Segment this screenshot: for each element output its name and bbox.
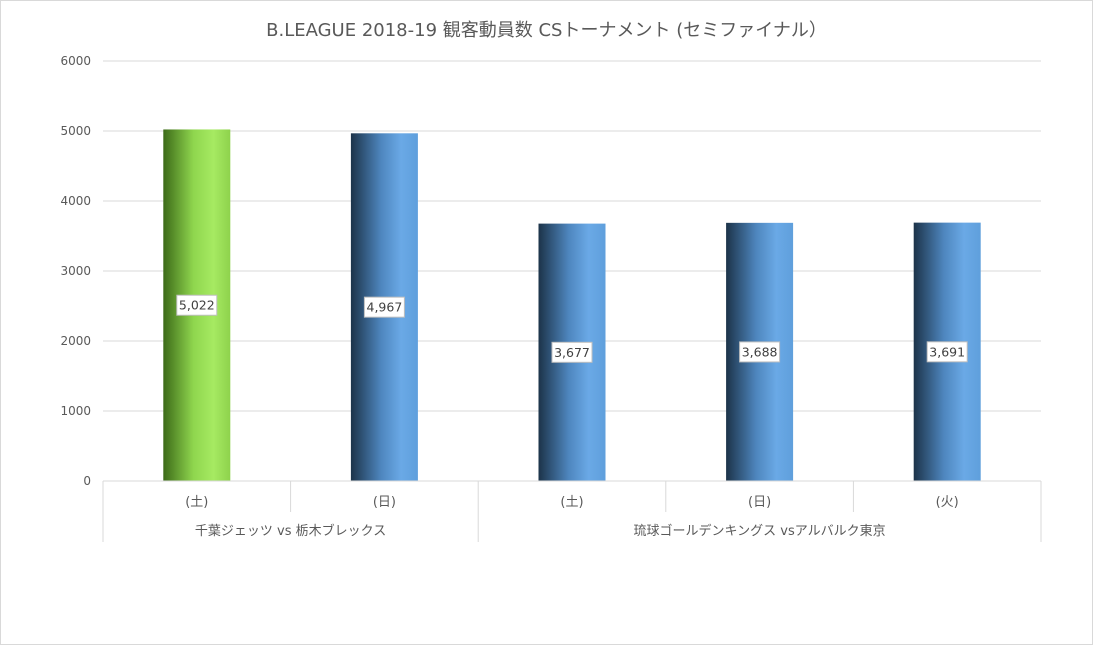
- y-tick-label: 2000: [60, 334, 91, 348]
- x-category-label: (日): [748, 495, 771, 510]
- data-label: 3,677: [554, 345, 590, 360]
- data-label: 3,691: [929, 344, 965, 359]
- data-label-box: [363, 296, 405, 318]
- chart-title: B.LEAGUE 2018-19 観客動員数 CSトーナメント (セミファイナル…: [266, 20, 827, 41]
- y-tick-label: 5000: [60, 124, 91, 138]
- data-label-box: [739, 341, 781, 363]
- data-label-box: [926, 341, 968, 363]
- x-group-label: 琉球ゴールデンキングス vsアルバルク東京: [634, 523, 886, 539]
- data-label-box: [176, 294, 218, 316]
- y-tick-label: 6000: [60, 54, 91, 68]
- y-tick-label: 4000: [60, 194, 91, 208]
- x-group-label: 千葉ジェッツ vs 栃木ブレックス: [195, 523, 386, 539]
- y-tick-label: 0: [83, 474, 91, 488]
- x-category-label: (土): [560, 495, 583, 510]
- data-label-box: [551, 341, 593, 363]
- x-category-label: (火): [936, 495, 959, 510]
- x-category-label: (日): [373, 495, 396, 510]
- y-tick-label: 3000: [60, 264, 91, 278]
- data-label: 5,022: [179, 298, 215, 313]
- data-label: 3,688: [742, 344, 778, 359]
- x-category-label: (土): [185, 495, 208, 510]
- y-tick-label: 1000: [60, 404, 91, 418]
- data-label: 4,967: [367, 300, 403, 315]
